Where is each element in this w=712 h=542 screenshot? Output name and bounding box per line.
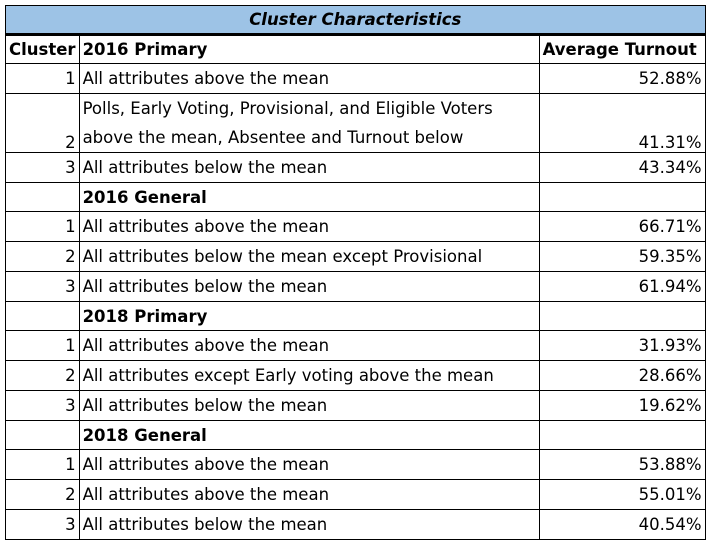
description-cell: All attributes above the mean bbox=[78, 63, 540, 94]
description-line: above the mean, Absentee and Turnout bel… bbox=[82, 128, 464, 147]
turnout-cell: 28.66% bbox=[538, 360, 706, 391]
table-row: 1 All attributes above the mean 52.88% bbox=[5, 63, 706, 94]
table-row: 3 All attributes below the mean 19.62% bbox=[5, 390, 706, 421]
description-cell: All attributes below the mean bbox=[78, 271, 540, 302]
section-header-2016-primary: 2016 Primary bbox=[78, 34, 540, 64]
description-cell: All attributes below the mean bbox=[78, 390, 540, 421]
table-row: 2 All attributes except Early voting abo… bbox=[5, 360, 706, 391]
table-row: 3 All attributes below the mean 61.94% bbox=[5, 271, 706, 302]
turnout-cell: 66.71% bbox=[538, 211, 706, 242]
cluster-cell: 2 bbox=[5, 93, 80, 153]
turnout-cell: 19.62% bbox=[538, 390, 706, 421]
description-cell: All attributes above the mean bbox=[78, 479, 540, 510]
cluster-cell: 1 bbox=[5, 449, 80, 480]
cluster-characteristics-table: Cluster Characteristics Cluster 2016 Pri… bbox=[5, 5, 706, 540]
header-row: Cluster 2016 Primary Average Turnout bbox=[5, 34, 706, 64]
turnout-cell: 55.01% bbox=[538, 479, 706, 510]
description-cell: All attributes above the mean bbox=[78, 449, 540, 480]
turnout-cell: 53.88% bbox=[538, 449, 706, 480]
cluster-header: Cluster bbox=[5, 34, 80, 64]
table-title: Cluster Characteristics bbox=[5, 5, 706, 36]
empty-cell bbox=[538, 420, 706, 450]
table-row: 1 All attributes above the mean 53.88% bbox=[5, 449, 706, 480]
section-title: 2016 General bbox=[78, 182, 540, 212]
description-cell: All attributes below the mean bbox=[78, 152, 540, 183]
cluster-cell: 3 bbox=[5, 509, 80, 540]
cluster-cell: 3 bbox=[5, 271, 80, 302]
empty-cell bbox=[5, 420, 80, 450]
table-row: 3 All attributes below the mean 43.34% bbox=[5, 152, 706, 183]
cluster-cell: 2 bbox=[5, 360, 80, 391]
cluster-cell: 1 bbox=[5, 63, 80, 94]
table-row: 1 All attributes above the mean 31.93% bbox=[5, 330, 706, 361]
empty-cell bbox=[5, 182, 80, 212]
section-title: 2018 Primary bbox=[78, 301, 540, 331]
empty-cell bbox=[538, 182, 706, 212]
cluster-cell: 2 bbox=[5, 241, 80, 272]
cluster-cell: 1 bbox=[5, 330, 80, 361]
empty-cell bbox=[5, 301, 80, 331]
cluster-cell: 3 bbox=[5, 152, 80, 183]
description-line: Polls, Early Voting, Provisional, and El… bbox=[82, 99, 493, 118]
description-cell: All attributes except Early voting above… bbox=[78, 360, 540, 391]
description-cell: All attributes below the mean except Pro… bbox=[78, 241, 540, 272]
empty-cell bbox=[538, 301, 706, 331]
table-row: 1 All attributes above the mean 66.71% bbox=[5, 211, 706, 242]
cluster-cell: 3 bbox=[5, 390, 80, 421]
section-row: 2018 Primary bbox=[5, 301, 706, 331]
table-row: 3 All attributes below the mean 40.54% bbox=[5, 509, 706, 540]
description-cell: Polls, Early Voting, Provisional, and El… bbox=[78, 93, 540, 153]
turnout-cell: 61.94% bbox=[538, 271, 706, 302]
description-cell: All attributes above the mean bbox=[78, 211, 540, 242]
description-cell: All attributes below the mean bbox=[78, 509, 540, 540]
turnout-cell: 59.35% bbox=[538, 241, 706, 272]
table-row: 2 All attributes above the mean 55.01% bbox=[5, 479, 706, 510]
table-row: 2 All attributes below the mean except P… bbox=[5, 241, 706, 272]
section-row: 2016 General bbox=[5, 182, 706, 212]
title-row: Cluster Characteristics bbox=[5, 5, 706, 36]
section-row: 2018 General bbox=[5, 420, 706, 450]
turnout-cell: 52.88% bbox=[538, 63, 706, 94]
turnout-cell: 41.31% bbox=[538, 93, 706, 153]
turnout-cell: 40.54% bbox=[538, 509, 706, 540]
turnout-header: Average Turnout bbox=[538, 34, 706, 64]
description-cell: All attributes above the mean bbox=[78, 330, 540, 361]
section-title: 2018 General bbox=[78, 420, 540, 450]
cluster-cell: 1 bbox=[5, 211, 80, 242]
turnout-cell: 43.34% bbox=[538, 152, 706, 183]
table-row: 2 Polls, Early Voting, Provisional, and … bbox=[5, 93, 706, 153]
turnout-cell: 31.93% bbox=[538, 330, 706, 361]
cluster-cell: 2 bbox=[5, 479, 80, 510]
